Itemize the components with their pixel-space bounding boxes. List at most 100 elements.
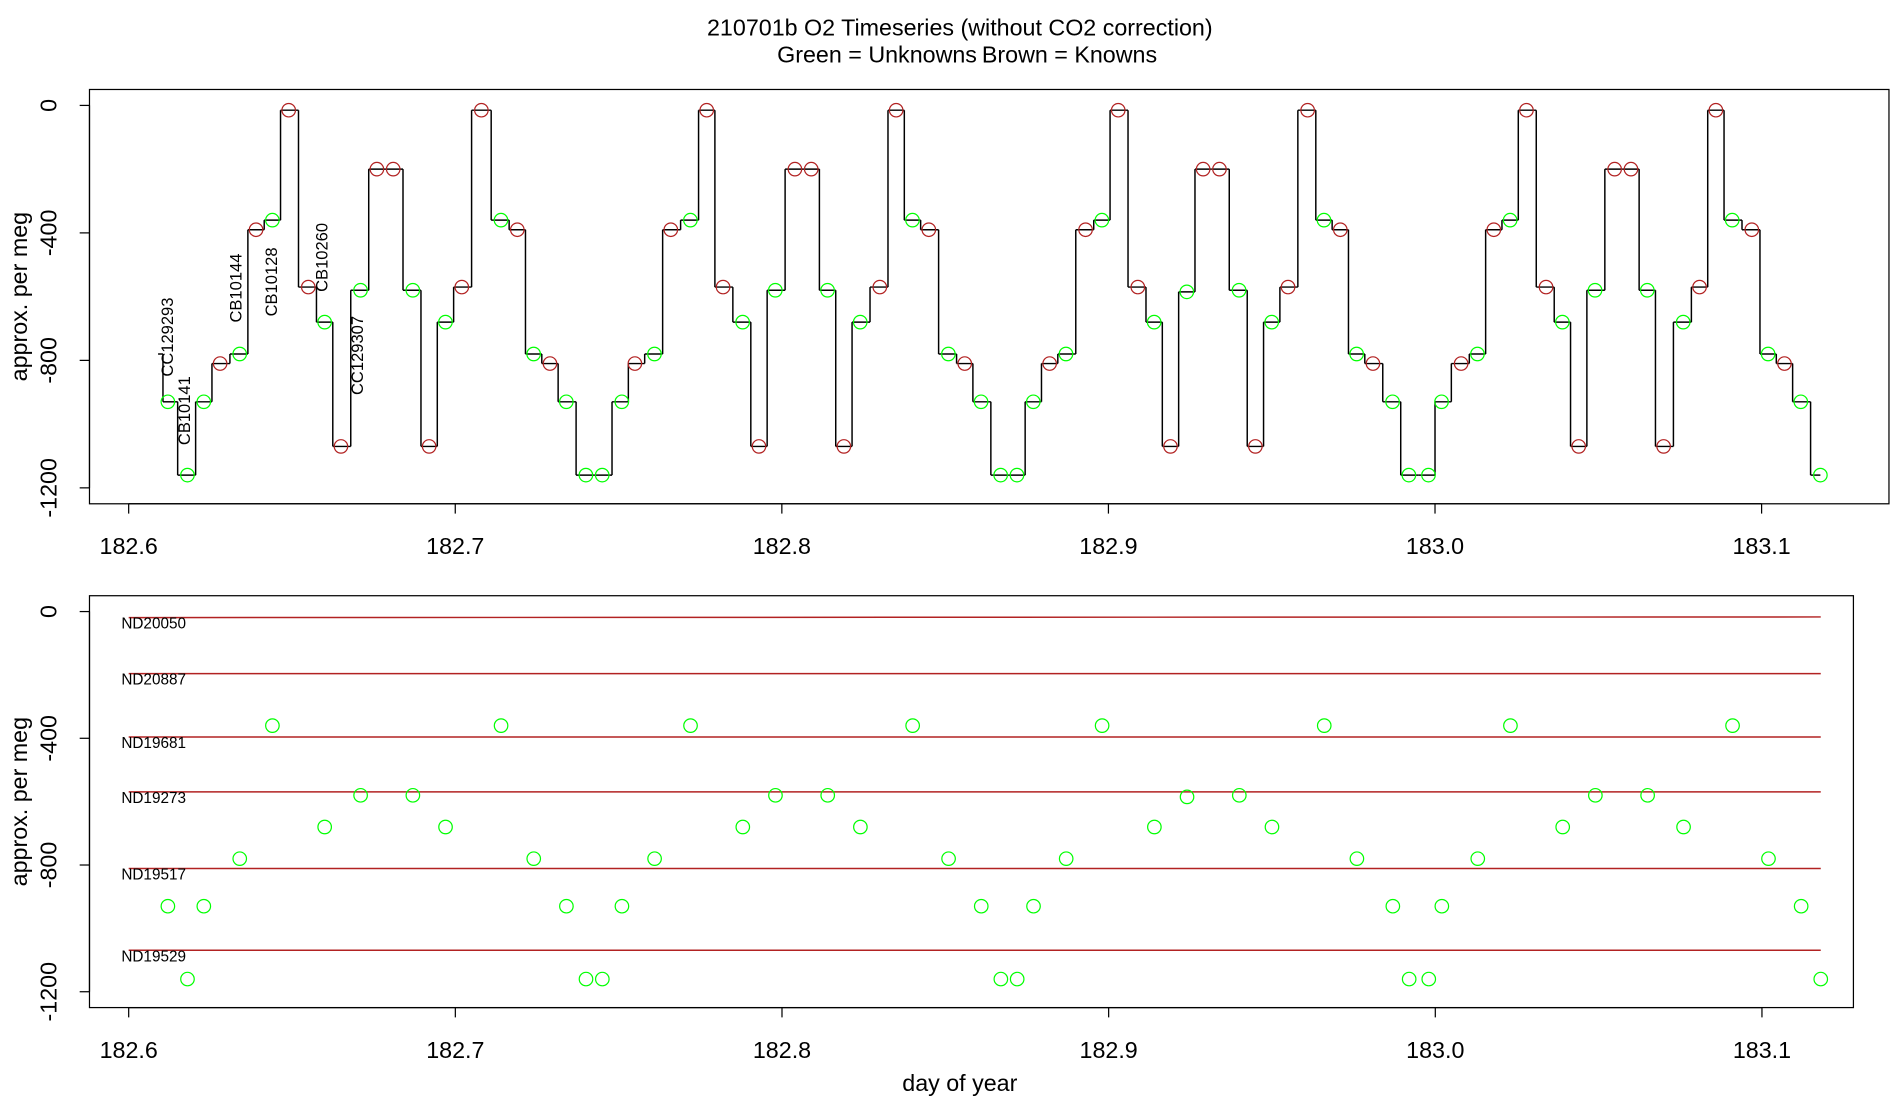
sample-point <box>627 356 643 371</box>
sample-point <box>196 898 212 914</box>
x-tick-label: 182.8 <box>753 533 811 559</box>
sample-point <box>1639 282 1655 298</box>
sample-point <box>1725 718 1740 733</box>
sample-annotation: CC129307 <box>348 316 367 395</box>
sample-point <box>852 314 868 330</box>
sample-point <box>474 102 489 118</box>
x-tick-label: 182.6 <box>100 533 158 559</box>
step-connector <box>162 110 1812 476</box>
sample-point <box>1248 439 1263 454</box>
sample-point <box>594 971 610 987</box>
sample-point <box>663 222 679 238</box>
sample-point <box>160 898 176 914</box>
sample-point <box>1813 971 1829 987</box>
sample-point <box>1058 346 1074 362</box>
sample-point <box>1058 851 1074 867</box>
sample-point <box>1692 279 1707 295</box>
sample-point <box>853 819 868 835</box>
sample-point <box>1009 971 1025 987</box>
sample-point <box>1025 394 1041 410</box>
x-tick-label: 182.7 <box>426 1037 484 1063</box>
sample-point <box>1026 898 1041 914</box>
x-tick-label: 183.1 <box>1732 533 1790 559</box>
sample-annotation: CC129293 <box>158 298 177 377</box>
sample-point <box>1042 356 1057 371</box>
y-tick-label: 0 <box>35 605 61 618</box>
sample-point <box>905 212 920 228</box>
x-tick-label: 182.9 <box>1080 1037 1138 1063</box>
sample-point <box>683 718 698 733</box>
sample-point <box>1349 346 1364 362</box>
sample-point <box>1009 467 1025 483</box>
sample-point <box>1555 819 1571 835</box>
sample-point <box>1094 212 1110 228</box>
sample-point <box>957 356 973 371</box>
reference-label: ND19517 <box>121 867 186 884</box>
sample-point <box>1434 394 1449 410</box>
sample-point <box>265 718 280 733</box>
sample-point <box>647 346 662 362</box>
reference-label: ND19529 <box>121 948 186 965</box>
sample-point <box>1708 102 1724 118</box>
x-tick-label: 182.7 <box>426 533 484 559</box>
sample-point <box>1470 851 1486 867</box>
y-axis-label: approx. per meg <box>6 212 32 381</box>
sample-point <box>558 394 574 410</box>
sample-point <box>559 898 574 914</box>
sample-point <box>265 212 280 228</box>
subtitle-unknowns: Green = Unknowns <box>777 42 977 68</box>
sample-point <box>300 279 316 295</box>
sample-point <box>1130 279 1146 295</box>
y-tick-label: -1200 <box>35 458 61 518</box>
sample-point <box>993 467 1009 483</box>
sample-point <box>941 346 956 362</box>
sample-point <box>1656 439 1671 454</box>
subtitle-knowns: Brown = Knowns <box>982 42 1157 68</box>
plot-box <box>88 595 1855 1009</box>
sample-point <box>594 467 610 483</box>
sample-point <box>1316 212 1332 228</box>
sample-point <box>1401 971 1417 987</box>
sample-point <box>1332 222 1348 238</box>
sample-point <box>509 222 525 238</box>
sample-point <box>1110 102 1126 118</box>
sample-point <box>1195 161 1211 177</box>
y-tick-label: 0 <box>35 99 61 112</box>
sample-point <box>493 718 509 733</box>
sample-point <box>1280 279 1296 295</box>
sample-point <box>1761 851 1776 867</box>
sample-point <box>973 898 989 914</box>
sample-point <box>1300 102 1316 118</box>
sample-point <box>1147 819 1162 835</box>
sample-point <box>212 356 228 371</box>
reference-line <box>128 616 1821 619</box>
sample-point <box>385 161 401 177</box>
sample-annotation: CB10141 <box>175 376 194 445</box>
sample-point <box>1179 284 1195 300</box>
sample-point <box>317 819 333 835</box>
sample-point <box>180 467 195 483</box>
sample-point <box>1519 102 1534 118</box>
sample-point <box>1676 819 1691 835</box>
sample-point <box>647 851 662 867</box>
sample-point <box>836 439 852 454</box>
sample-point <box>281 102 297 118</box>
sample-point <box>941 851 956 867</box>
x-tick-label: 183.0 <box>1406 533 1464 559</box>
sample-point <box>767 282 783 298</box>
sample-point <box>180 971 195 987</box>
sample-point <box>1793 394 1809 410</box>
sample-point <box>1434 898 1450 914</box>
sample-point <box>438 819 453 835</box>
y-tick-label: -800 <box>35 337 61 384</box>
sample-point <box>1623 161 1639 177</box>
sample-point <box>1588 787 1603 803</box>
sample-point <box>699 102 715 118</box>
sample-point <box>1316 718 1332 733</box>
sample-point <box>993 971 1009 987</box>
sample-point <box>1744 222 1760 238</box>
sample-point <box>1421 467 1436 483</box>
sample-point <box>405 282 421 298</box>
